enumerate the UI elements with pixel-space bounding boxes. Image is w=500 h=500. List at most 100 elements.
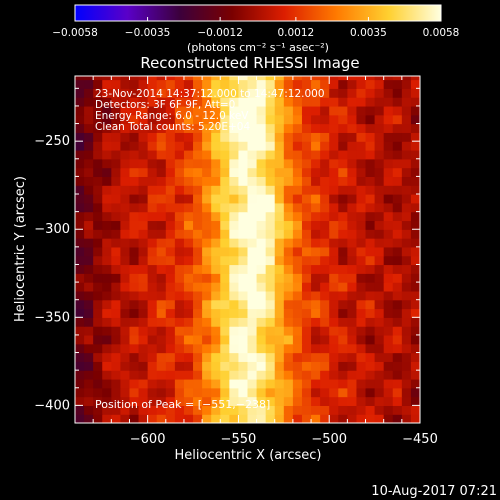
heatmap-cell xyxy=(392,167,403,178)
heatmap-cell xyxy=(320,97,330,107)
heatmap-cell xyxy=(401,282,412,292)
heatmap-cell xyxy=(220,317,230,327)
heatmap-cell xyxy=(220,405,230,415)
heatmap-cell xyxy=(193,308,203,318)
heatmap-cell xyxy=(156,149,167,160)
heatmap-cell xyxy=(147,76,158,81)
heatmap-cell xyxy=(229,387,240,398)
heatmap-cell xyxy=(102,238,112,248)
heatmap-cell xyxy=(392,114,403,125)
heatmap-cell xyxy=(75,105,85,116)
heatmap-cell xyxy=(320,202,330,213)
heatmap-cell xyxy=(129,334,140,345)
heatmap-cell xyxy=(75,238,85,248)
heatmap-cell xyxy=(156,202,167,213)
heatmap-cell xyxy=(401,405,412,415)
heatmap-cell xyxy=(156,299,167,310)
heatmap-cell xyxy=(183,326,194,336)
heatmap-cell xyxy=(202,273,212,283)
heatmap-cell xyxy=(392,414,403,423)
heatmap-cell xyxy=(165,158,176,169)
heatmap-cell xyxy=(329,264,339,274)
heatmap-cell xyxy=(283,387,294,398)
peak-position-label: Position of Peak = [−551,−238] xyxy=(95,398,270,411)
heatmap-cell xyxy=(111,79,121,89)
heatmap-cell xyxy=(120,414,131,423)
heatmap-cell xyxy=(265,361,276,371)
heatmap-cell xyxy=(238,387,249,398)
heatmap-cell xyxy=(129,361,140,371)
heatmap-cell xyxy=(238,378,249,389)
heatmap-cell xyxy=(347,220,358,230)
heatmap-cell xyxy=(283,414,294,423)
heatmap-cell xyxy=(193,202,203,213)
heatmap-cell xyxy=(247,97,258,107)
heatmap-cell xyxy=(111,299,121,310)
heatmap-cell xyxy=(138,299,149,310)
heatmap-cell xyxy=(75,299,85,310)
heatmap-cell xyxy=(247,414,258,423)
heatmap-cell xyxy=(229,97,240,107)
heatmap-cell xyxy=(174,167,185,178)
heatmap-cell xyxy=(301,273,312,283)
heatmap-cell xyxy=(410,132,420,142)
heatmap-cell xyxy=(229,76,240,81)
heatmap-cell xyxy=(256,317,267,327)
heatmap-cell xyxy=(238,273,249,283)
heatmap-cell xyxy=(283,132,294,142)
heatmap-cell xyxy=(202,414,212,423)
heatmap-cell xyxy=(401,378,412,389)
heatmap-cell xyxy=(111,255,121,266)
heatmap-cell xyxy=(238,88,249,98)
heatmap-cell xyxy=(311,220,321,230)
heatmap-cell xyxy=(93,132,103,142)
heatmap-cell xyxy=(75,352,85,362)
heatmap-cell xyxy=(229,79,240,89)
heatmap-cell xyxy=(174,255,185,266)
heatmap-cell xyxy=(274,220,285,230)
heatmap-cell xyxy=(84,255,94,266)
heatmap-cell xyxy=(183,282,194,292)
heatmap-cell xyxy=(183,185,194,195)
heatmap-cell xyxy=(374,414,385,423)
heatmap-cell xyxy=(174,326,185,336)
heatmap-cell xyxy=(301,414,312,423)
heatmap-cell xyxy=(301,114,312,125)
heatmap-cell xyxy=(338,176,348,186)
heatmap-cell xyxy=(292,105,303,116)
heatmap-cell xyxy=(147,123,158,133)
heatmap-cell xyxy=(229,149,240,160)
heatmap-cell xyxy=(229,414,240,423)
heatmap-cell xyxy=(211,290,221,301)
heatmap-cell xyxy=(111,405,121,415)
heatmap-cell xyxy=(320,238,330,248)
heatmap-cell xyxy=(347,79,358,89)
heatmap-cell xyxy=(392,202,403,213)
heatmap-cell xyxy=(410,343,420,354)
heatmap-cell xyxy=(174,132,185,142)
heatmap-cell xyxy=(383,88,394,98)
heatmap-cell xyxy=(283,396,294,406)
heatmap-cell xyxy=(111,238,121,248)
heatmap-cell xyxy=(102,282,112,292)
heatmap-cell xyxy=(102,88,112,98)
heatmap-cell xyxy=(93,396,103,406)
heatmap-cell xyxy=(347,290,358,301)
heatmap-cell xyxy=(129,158,140,169)
heatmap-cell xyxy=(93,97,103,107)
heatmap-cell xyxy=(347,326,358,336)
heatmap-cell xyxy=(338,343,348,354)
heatmap-cell xyxy=(383,114,394,125)
heatmap-cell xyxy=(229,229,240,239)
heatmap-cell xyxy=(220,299,230,310)
heatmap-cell xyxy=(329,211,339,222)
heatmap-cell xyxy=(365,202,376,213)
heatmap-cell xyxy=(147,202,158,213)
heatmap-cell xyxy=(120,167,131,178)
heatmap-cell xyxy=(156,264,167,274)
heatmap-cell xyxy=(329,414,339,423)
heatmap-cell xyxy=(338,396,348,406)
heatmap-cell xyxy=(220,149,230,160)
heatmap-cell xyxy=(120,141,131,151)
heatmap-cell xyxy=(183,167,194,178)
